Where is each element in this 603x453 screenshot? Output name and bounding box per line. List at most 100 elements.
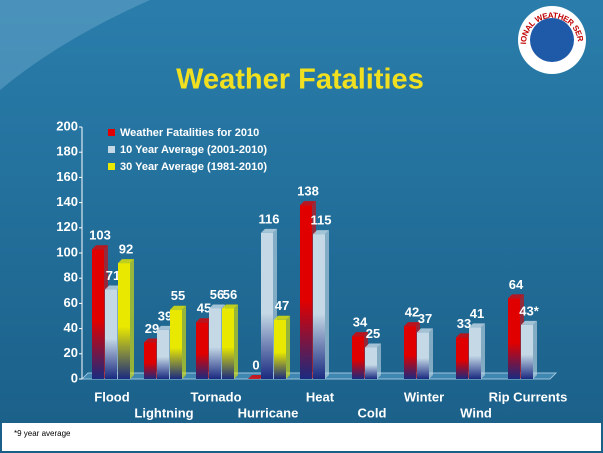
data-label: 116	[259, 211, 280, 226]
bar	[144, 342, 156, 379]
x-tick-label: Tornado	[190, 389, 241, 404]
x-tick-label: Wind	[460, 405, 492, 420]
bar-side	[130, 259, 134, 379]
y-tick-label: 0	[71, 370, 78, 385]
y-tick-label: 60	[64, 295, 78, 310]
bar-top	[365, 343, 381, 348]
data-label: 39	[158, 308, 172, 323]
bar-side	[481, 323, 485, 379]
logo-center	[530, 18, 574, 62]
bar-side	[533, 320, 537, 379]
data-label: 92	[119, 242, 133, 257]
bar	[521, 324, 533, 379]
y-tick-label: 120	[56, 219, 78, 234]
data-label: 37	[418, 311, 432, 326]
footer-band	[2, 423, 601, 451]
bar-top	[456, 333, 472, 338]
y-tick-label: 140	[56, 194, 78, 209]
x-tick-label: Heat	[306, 389, 335, 404]
bar-top	[300, 201, 316, 206]
bar-top	[105, 285, 121, 290]
legend-label: 10 Year Average (2001-2010)	[120, 144, 267, 156]
chart-title: Weather Fatalities	[176, 64, 424, 96]
data-label: 25	[366, 326, 380, 341]
data-label: 55	[171, 288, 185, 303]
decoration	[0, 0, 150, 90]
bar-side	[429, 328, 433, 379]
y-tick-label: 100	[56, 244, 78, 259]
bar-side	[182, 305, 186, 379]
data-label: 47	[275, 298, 289, 313]
bar	[469, 327, 481, 379]
data-label: 29	[145, 321, 159, 336]
bar	[105, 289, 117, 379]
data-label: 56	[223, 287, 237, 302]
bar-top	[313, 230, 329, 235]
y-tick-label: 20	[64, 345, 78, 360]
y-tick-label: 80	[64, 270, 78, 285]
x-tick-label: Winter	[404, 389, 444, 404]
bar-top	[222, 304, 238, 309]
x-tick-label: Cold	[358, 405, 387, 420]
bar-top	[196, 318, 212, 323]
bar	[170, 309, 182, 379]
bar-side	[286, 315, 290, 379]
legend-swatch	[108, 146, 115, 153]
bar	[404, 326, 416, 379]
data-label: 103	[89, 228, 111, 243]
y-tick-label: 160	[56, 169, 78, 184]
bar	[365, 347, 377, 379]
bar	[456, 337, 468, 379]
bar-top	[404, 322, 420, 327]
y-tick-label: 200	[56, 118, 78, 133]
bar	[92, 249, 104, 379]
bar-top	[261, 228, 277, 233]
bar	[300, 205, 312, 379]
bar-top	[274, 315, 290, 320]
y-tick-label: 180	[56, 144, 78, 159]
bar-top	[417, 328, 433, 333]
x-tick-label: Flood	[94, 389, 129, 404]
bar-side	[325, 230, 329, 379]
y-tick-label: 40	[64, 320, 78, 335]
data-label: 115	[311, 213, 332, 228]
bar	[222, 308, 234, 379]
legend-swatch	[108, 163, 115, 170]
bar-top	[248, 375, 264, 379]
bar-top	[157, 325, 173, 330]
data-label: 0	[252, 357, 259, 372]
x-tick-label: Hurricane	[238, 405, 299, 420]
bar-top	[508, 294, 524, 299]
data-label: 138	[297, 184, 319, 199]
bar	[313, 234, 325, 379]
legend-label: 30 Year Average (1981-2010)	[120, 161, 267, 173]
legend-label: Weather Fatalities for 2010	[120, 127, 259, 139]
bar	[274, 319, 286, 379]
footnote: *9 year average	[14, 429, 71, 438]
data-label: 41	[470, 306, 484, 321]
bar	[209, 308, 221, 379]
bar	[508, 298, 520, 379]
bar-top	[170, 305, 186, 310]
bar	[261, 232, 273, 379]
x-tick-label: Rip Currents	[489, 389, 568, 404]
x-tick-label: Lightning	[134, 405, 193, 420]
bar-top	[469, 323, 485, 328]
data-label: 43*	[519, 303, 539, 318]
bar-top	[521, 320, 537, 325]
data-label: 64	[509, 277, 524, 292]
bar-top	[144, 338, 160, 343]
bar-top	[209, 304, 225, 309]
bar-top	[118, 259, 134, 264]
data-label: 45	[197, 301, 211, 316]
bar	[196, 322, 208, 379]
bar	[417, 332, 429, 379]
bar	[118, 263, 130, 379]
bar	[157, 329, 169, 379]
bar-side	[234, 304, 238, 379]
data-label: 56	[210, 287, 224, 302]
data-label: 71	[106, 268, 120, 283]
bar-top	[352, 332, 368, 337]
bar	[352, 336, 364, 379]
